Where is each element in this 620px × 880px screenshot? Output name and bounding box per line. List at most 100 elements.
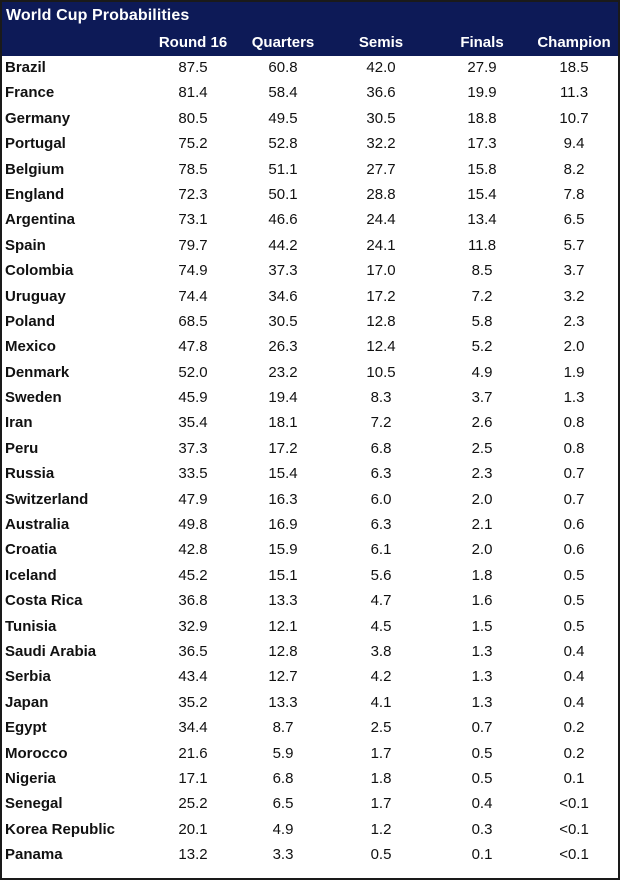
cell-champion: 0.1 [563,769,585,787]
cell-round-16: 72.3 [178,185,208,203]
cell-champion: 0.6 [563,516,585,534]
cell-semis: 17.2 [366,287,396,305]
cell-round-16: 52.0 [178,363,208,381]
column-header-round-16: Round 16 [158,34,228,51]
cell-round-16: 32.9 [178,617,208,635]
cell-quarters: 52.8 [268,135,298,153]
cell-round-16: 20.1 [178,820,208,838]
table-row: Serbia 43.4 12.7 4.2 1.3 0.4 [2,665,618,690]
cell-quarters: 12.7 [268,668,298,686]
table-row: Costa Rica 36.8 13.3 4.7 1.6 0.5 [2,589,618,614]
cell-round-16: 25.2 [178,795,208,813]
table-row: Uruguay 74.4 34.6 17.2 7.2 3.2 [2,285,618,310]
cell-quarters: 44.2 [268,236,298,254]
cell-semis: 42.0 [366,59,396,76]
cell-quarters: 8.7 [272,719,294,737]
cell-round-16: 36.8 [178,592,208,610]
cell-semis: 12.8 [366,312,396,330]
table-header: World Cup Probabilities Round 16 Quarter… [2,2,618,56]
table-row: Sweden 45.9 19.4 8.3 3.7 1.3 [2,386,618,411]
cell-quarters: 16.9 [268,516,298,534]
cell-champion: 9.4 [563,135,585,153]
cell-semis: 4.1 [370,693,392,711]
cell-quarters: 49.5 [268,109,298,127]
table-row: Morocco 21.6 5.9 1.7 0.5 0.2 [2,742,618,767]
cell-round-16: 43.4 [178,668,208,686]
cell-finals: 8.5 [471,262,493,280]
cell-finals: 27.9 [467,59,497,76]
cell-finals: 1.5 [471,617,493,635]
team-name: Egypt [5,719,47,737]
table-row: Germany 80.5 49.5 30.5 18.8 10.7 [2,107,618,132]
table-row: Belgium 78.5 51.1 27.7 15.8 8.2 [2,158,618,183]
cell-semis: 27.7 [366,160,396,178]
cell-finals: 5.2 [471,338,493,356]
team-name: Nigeria [5,769,56,787]
team-name: Croatia [5,541,57,559]
cell-semis: 7.2 [370,414,392,432]
cell-quarters: 5.9 [272,744,294,762]
team-name: Korea Republic [5,820,116,838]
cell-champion: 0.2 [563,719,585,737]
team-name: Belgium [5,160,65,178]
cell-champion: 7.8 [563,185,585,203]
cell-round-16: 79.7 [178,236,208,254]
cell-finals: 1.3 [471,693,493,711]
cell-round-16: 42.8 [178,541,208,559]
cell-finals: 0.5 [471,744,493,762]
cell-champion: 0.7 [563,465,585,483]
table-row: Iceland 45.2 15.1 5.6 1.8 0.5 [2,564,618,589]
cell-champion: 1.9 [563,363,585,381]
table-row: Senegal 25.2 6.5 1.7 0.4 <0.1 [2,792,618,817]
team-name: Tunisia [5,617,57,635]
cell-quarters: 37.3 [268,262,298,280]
cell-finals: 0.4 [471,795,493,813]
table-row: Russia 33.5 15.4 6.3 2.3 0.7 [2,462,618,487]
cell-semis: 6.0 [370,490,392,508]
cell-champion: 2.3 [563,312,585,330]
cell-finals: 0.1 [471,846,493,864]
cell-quarters: 16.3 [268,490,298,508]
cell-semis: 6.3 [370,516,392,534]
team-name: Sweden [5,389,62,407]
cell-round-16: 21.6 [178,744,208,762]
cell-semis: 5.6 [370,566,392,584]
cell-champion: 0.8 [563,439,585,457]
cell-quarters: 19.4 [268,389,298,407]
cell-quarters: 18.1 [268,414,298,432]
cell-quarters: 12.8 [268,642,298,660]
cell-quarters: 50.1 [268,185,298,203]
team-name: Colombia [5,262,74,280]
cell-finals: 2.0 [471,490,493,508]
cell-quarters: 58.4 [268,84,298,102]
cell-round-16: 78.5 [178,160,208,178]
cell-champion: 6.5 [563,211,585,229]
cell-champion: 1.3 [563,389,585,407]
cell-round-16: 74.4 [178,287,208,305]
cell-semis: 32.2 [366,135,396,153]
cell-finals: 2.5 [471,439,493,457]
cell-quarters: 26.3 [268,338,298,356]
cell-finals: 7.2 [471,287,493,305]
table-row: Korea Republic 20.1 4.9 1.2 0.3 <0.1 [2,818,618,843]
cell-finals: 0.7 [471,719,493,737]
cell-quarters: 15.9 [268,541,298,559]
cell-champion: <0.1 [559,820,589,838]
cell-round-16: 49.8 [178,516,208,534]
table-row: Denmark 52.0 23.2 10.5 4.9 1.9 [2,361,618,386]
cell-finals: 19.9 [467,84,497,102]
cell-quarters: 13.3 [268,693,298,711]
cell-semis: 4.7 [370,592,392,610]
cell-finals: 1.3 [471,668,493,686]
cell-semis: 4.2 [370,668,392,686]
team-name: Denmark [5,363,70,381]
team-name: Poland [5,312,56,330]
team-name: Senegal [5,795,63,813]
cell-quarters: 13.3 [268,592,298,610]
cell-round-16: 35.4 [178,414,208,432]
cell-quarters: 46.6 [268,211,298,229]
column-header-finals: Finals [460,34,504,51]
team-name: Mexico [5,338,56,356]
table-row: Spain 79.7 44.2 24.1 11.8 5.7 [2,234,618,259]
cell-round-16: 87.5 [178,59,208,76]
